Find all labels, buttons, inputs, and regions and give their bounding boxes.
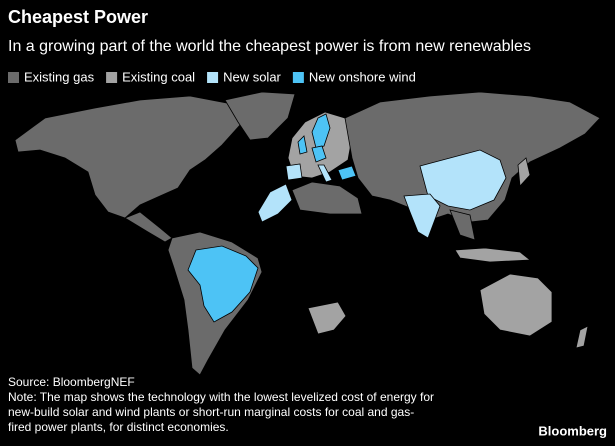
note-line: Note: The map shows the technology with … (8, 390, 434, 404)
greenland (224, 91, 296, 141)
brazil (187, 245, 259, 323)
iberia (285, 163, 303, 181)
source: Source: BloombergNEF (8, 375, 135, 389)
indonesia (454, 247, 532, 263)
north-africa (291, 181, 363, 215)
central-america (124, 211, 173, 243)
china (419, 149, 507, 211)
title: Cheapest Power (8, 7, 148, 27)
legend-swatch (8, 72, 19, 83)
southeast-asia (449, 209, 476, 241)
legend-label: New solar (223, 69, 281, 84)
note-line: new-build solar and wind plants or short… (8, 405, 414, 419)
legend-label: Existing coal (122, 69, 195, 84)
note-line: fired power plants, for distinct economi… (8, 420, 229, 434)
uk (297, 135, 308, 155)
brand: Bloomberg (538, 423, 607, 438)
legend: Existing gas Existing coal New solar New on… (8, 69, 416, 84)
africa (257, 179, 387, 337)
legend-swatch (292, 72, 304, 83)
legend-label: Existing gas (24, 69, 95, 84)
india (403, 193, 441, 239)
italy (317, 164, 333, 183)
north-america (14, 95, 241, 219)
world-map (14, 91, 601, 376)
legend-swatch (207, 72, 219, 83)
note: Note: The map shows the technology with … (8, 390, 434, 434)
japan (517, 157, 531, 187)
new-zealand (575, 325, 589, 349)
australia (479, 273, 553, 337)
legend-label: New onshore wind (309, 69, 416, 84)
legend-swatch (106, 72, 118, 83)
germany (311, 145, 327, 163)
turkey (337, 165, 357, 181)
morocco (257, 183, 293, 223)
south-africa (307, 301, 347, 335)
subtitle: In a growing part of the world the cheap… (8, 38, 531, 55)
